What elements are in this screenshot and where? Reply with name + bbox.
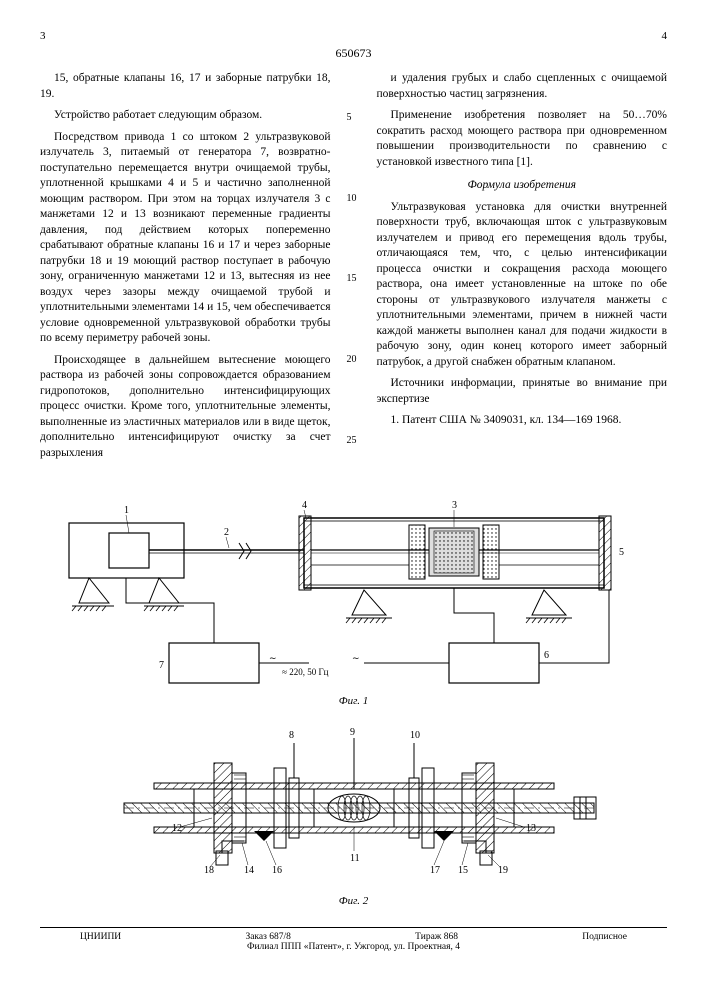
figure-1-svg: ∼ ∼ ≈ 220, 50 Гц 1 2 3 4 5 6 7	[54, 483, 654, 693]
para: и удаления грубых и слабо сцепленных с о…	[377, 71, 668, 102]
footer-sign: Подписное	[582, 932, 627, 942]
svg-text:15: 15	[458, 865, 468, 876]
para: Ультразвуковая установка для очистки вну…	[377, 200, 668, 371]
figure-1-label: Фиг. 1	[40, 695, 667, 707]
patent-page: 3 4 650673 15, обратные клапаны 16, 17 и…	[0, 0, 707, 1000]
para: Происходящее в дальнейшем вытеснение мою…	[40, 353, 331, 462]
para: Посредством привода 1 со штоком 2 ультра…	[40, 130, 331, 347]
svg-text:∼: ∼	[269, 653, 277, 663]
svg-text:12: 12	[172, 823, 182, 834]
para: 1. Патент США № 3409031, кл. 134—169 196…	[377, 413, 668, 429]
claims-title: Формула изобретения	[377, 178, 668, 194]
svg-text:6: 6	[544, 650, 549, 661]
svg-text:14: 14	[244, 865, 254, 876]
svg-text:18: 18	[204, 865, 214, 876]
line-num: 15	[347, 272, 361, 286]
svg-text:16: 16	[272, 865, 282, 876]
left-column: 15, обратные клапаны 16, 17 и заборные п…	[40, 71, 331, 467]
page-left-number: 3	[40, 30, 46, 42]
footer-order: Заказ 687/8	[245, 932, 290, 942]
footer: ЦНИИПИ Заказ 687/8 Тираж 868 Подписное Ф…	[40, 927, 667, 952]
para: Устройство работает следующим образом.	[40, 108, 331, 124]
svg-text:17: 17	[430, 865, 440, 876]
svg-text:13: 13	[526, 823, 536, 834]
svg-text:4: 4	[302, 500, 307, 511]
svg-text:10: 10	[410, 730, 420, 741]
footer-org: ЦНИИПИ	[80, 932, 121, 942]
line-num: 5	[347, 111, 361, 125]
svg-text:∼: ∼	[352, 653, 360, 663]
svg-text:1: 1	[124, 505, 129, 516]
figure-2: 8 9 10 11 12 13 14 15 16 17 18 19 Фиг. 2	[40, 723, 667, 907]
page-right-number: 4	[662, 30, 668, 42]
para: 15, обратные клапаны 16, 17 и заборные п…	[40, 71, 331, 102]
line-num: 20	[347, 353, 361, 367]
text-columns: 15, обратные клапаны 16, 17 и заборные п…	[40, 71, 667, 467]
figure-2-svg: 8 9 10 11 12 13 14 15 16 17 18 19	[94, 723, 614, 893]
page-numbers-row: 3 4	[40, 30, 667, 42]
footer-address: Филиал ППП «Патент», г. Ужгород, ул. Про…	[40, 942, 667, 952]
right-column: и удаления грубых и слабо сцепленных с о…	[377, 71, 668, 467]
para: Источники информации, принятые во вниман…	[377, 376, 668, 407]
figure-1: ∼ ∼ ≈ 220, 50 Гц 1 2 3 4 5 6 7 Фиг. 1	[40, 483, 667, 707]
svg-text:7: 7	[159, 660, 164, 671]
document-number: 650673	[40, 46, 667, 61]
svg-text:8: 8	[289, 730, 294, 741]
svg-text:3: 3	[452, 500, 457, 511]
svg-text:≈ 220, 50 Гц: ≈ 220, 50 Гц	[282, 667, 329, 677]
para: Применение изобретения позволяет на 50…7…	[377, 108, 668, 170]
svg-text:2: 2	[224, 527, 229, 538]
line-number-gutter: 5 10 15 20 25	[347, 71, 361, 467]
svg-text:11: 11	[350, 853, 360, 864]
figure-2-label: Фиг. 2	[40, 895, 667, 907]
svg-text:5: 5	[619, 547, 624, 558]
line-num: 25	[347, 434, 361, 448]
svg-text:9: 9	[350, 727, 355, 738]
line-num: 10	[347, 192, 361, 206]
footer-tirage: Тираж 868	[415, 932, 458, 942]
